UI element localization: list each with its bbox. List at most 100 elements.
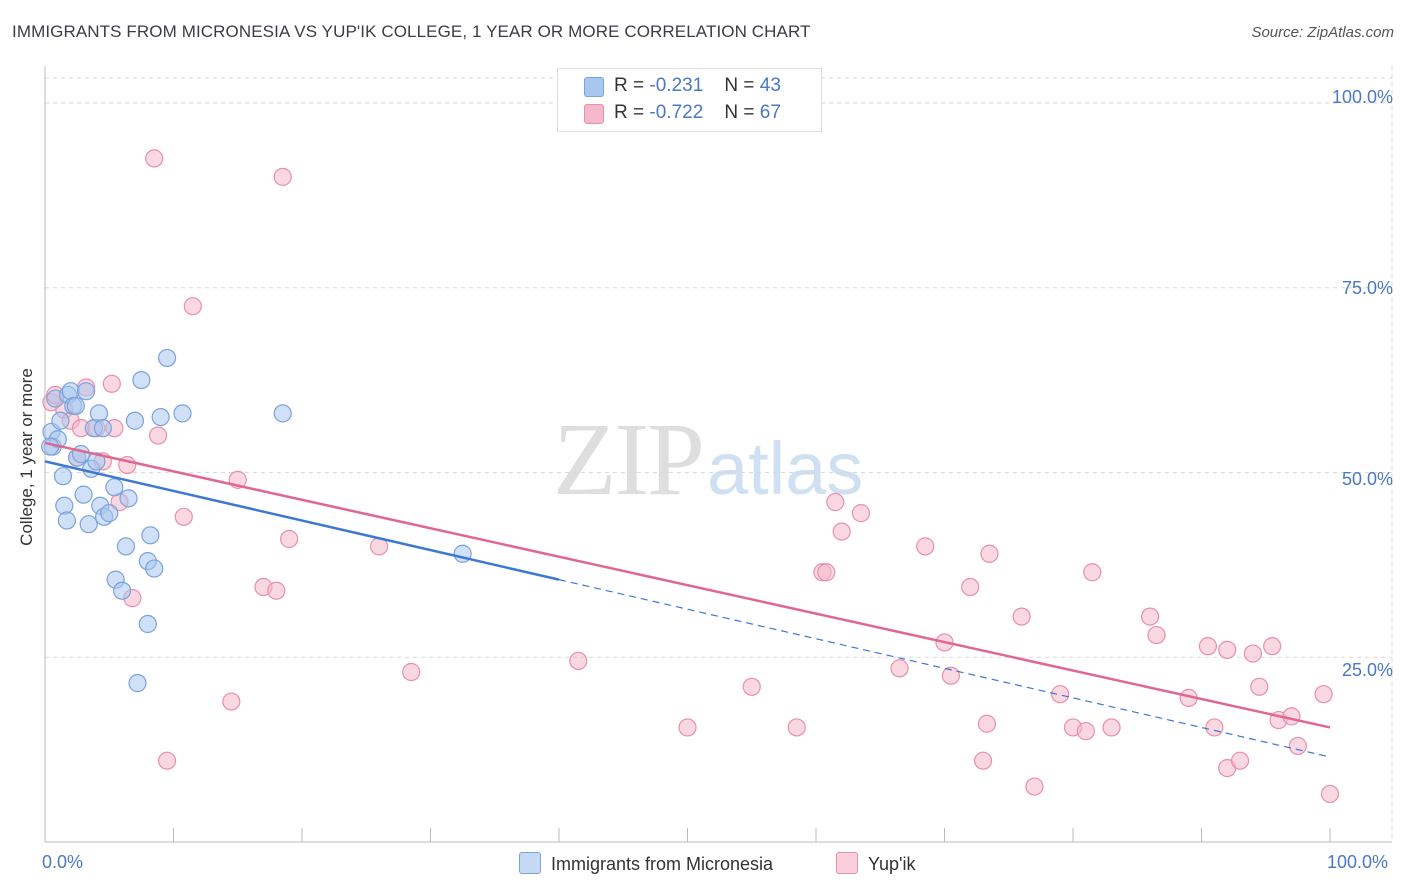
yupik-point: [157, 751, 177, 770]
correlation-legend: R = -0.231 N = 43 R = -0.722 N = 67: [557, 68, 822, 132]
yupik-point: [1198, 637, 1218, 656]
watermark-zip: ZIP: [553, 402, 705, 517]
yupik-point: [1320, 784, 1340, 804]
micronesia-point: [132, 370, 151, 390]
legend-n-label: N =: [724, 75, 755, 96]
y-tick-75: 75.0%: [1341, 278, 1393, 298]
yupik-point: [961, 577, 980, 597]
yupik-point: [1147, 625, 1166, 645]
micronesia-point: [173, 404, 192, 423]
yupik-point: [402, 662, 421, 682]
yupik-point: [569, 651, 588, 671]
trend-lines: [44, 441, 1331, 758]
yupik-point: [1140, 607, 1160, 626]
yupik-point: [1263, 637, 1282, 656]
micronesia-point: [55, 496, 74, 515]
yupik-point: [916, 537, 935, 556]
legend-r-value: -0.231: [649, 75, 704, 96]
yupik-point: [267, 581, 286, 600]
yupik-point: [1083, 563, 1102, 582]
micronesia-point: [151, 407, 170, 427]
yupik-point: [977, 714, 997, 733]
yupik-point: [1230, 751, 1250, 770]
micronesia-point: [51, 411, 70, 430]
micronesia-point: [116, 537, 136, 556]
y-axis-label: College, 1 year or more: [17, 368, 36, 546]
micronesia-point: [79, 515, 98, 534]
pink-swatch-icon: [584, 104, 604, 124]
yupik-point: [742, 677, 761, 696]
micronesia-point: [145, 559, 164, 578]
micronesia-points: [41, 348, 472, 693]
micronesia-point: [119, 489, 138, 508]
blue-swatch-icon: [519, 852, 541, 874]
yupik-trend-line: [44, 441, 1331, 729]
micronesia-point: [53, 467, 73, 486]
micronesia-point: [57, 511, 76, 530]
micronesia-point: [77, 382, 96, 401]
micronesia-point: [74, 485, 93, 504]
yupik-point: [148, 426, 168, 445]
legend-r-label: R =: [614, 102, 645, 123]
x-tick-0: 0.0%: [42, 852, 84, 872]
yupik-point: [183, 297, 202, 316]
yupik-point: [1250, 677, 1269, 696]
y-tick-100: 100.0%: [1331, 87, 1393, 107]
yupik-point: [1012, 607, 1031, 626]
yupik-point: [973, 751, 993, 770]
x-tick-100: 100.0%: [1327, 852, 1389, 872]
yupik-point: [890, 659, 909, 678]
yupik-point: [678, 718, 697, 737]
micronesia-point: [100, 504, 119, 523]
micronesia-point: [273, 404, 292, 423]
legend-r-label: R =: [614, 75, 645, 96]
micronesia-point: [66, 396, 85, 416]
bottom-legend-micronesia: Immigrants from Micronesia: [519, 852, 773, 875]
yupik-points: [42, 149, 1340, 804]
yupik-point: [174, 507, 193, 526]
pink-swatch-icon: [836, 852, 858, 874]
series-name-micronesia: Immigrants from Micronesia: [551, 854, 774, 874]
watermark: ZIPatlas: [553, 400, 863, 519]
legend-n-value: 67: [759, 102, 781, 123]
yupik-point: [1051, 685, 1070, 704]
yupik-point: [280, 529, 299, 549]
micronesia-trend-extension: [558, 579, 1331, 758]
yupik-point: [1102, 718, 1121, 737]
yupik-point: [102, 374, 121, 393]
yupik-point: [145, 149, 164, 168]
legend-n-value: 43: [759, 75, 781, 96]
micronesia-point: [141, 526, 160, 545]
yupik-point: [980, 544, 999, 563]
blue-swatch-icon: [584, 77, 604, 97]
axes: [44, 66, 1392, 843]
legend-r-value: -0.722: [649, 102, 704, 123]
yupik-point: [832, 522, 851, 541]
y-tick-50: 50.0%: [1341, 469, 1393, 489]
micronesia-point: [105, 478, 124, 497]
yupik-point: [851, 504, 871, 523]
micronesia-point: [128, 674, 147, 693]
yupik-point: [826, 492, 845, 512]
yupik-point: [1218, 640, 1237, 659]
source-credit: Source: ZipAtlas.com: [1251, 24, 1394, 41]
yupik-point: [1288, 736, 1307, 756]
bottom-legend-yupik: Yup'ik: [836, 852, 915, 875]
micronesia-point: [71, 444, 91, 464]
yupik-point: [1205, 718, 1224, 737]
yupik-point: [1076, 722, 1095, 741]
yupik-point: [1243, 644, 1263, 663]
grid-lines: [45, 66, 1393, 842]
micronesia-point: [157, 348, 177, 368]
micronesia-point: [87, 452, 106, 471]
series-name-yupik: Yup'ik: [868, 854, 916, 874]
micronesia-trend-line: [44, 460, 560, 581]
micronesia-point: [125, 411, 145, 430]
y-tick-25: 25.0%: [1341, 660, 1393, 680]
legend-n-label: N =: [724, 102, 755, 123]
yupik-point: [1025, 777, 1044, 796]
yupik-point: [1314, 685, 1333, 704]
yupik-point: [787, 718, 806, 737]
yupik-point: [817, 563, 836, 582]
